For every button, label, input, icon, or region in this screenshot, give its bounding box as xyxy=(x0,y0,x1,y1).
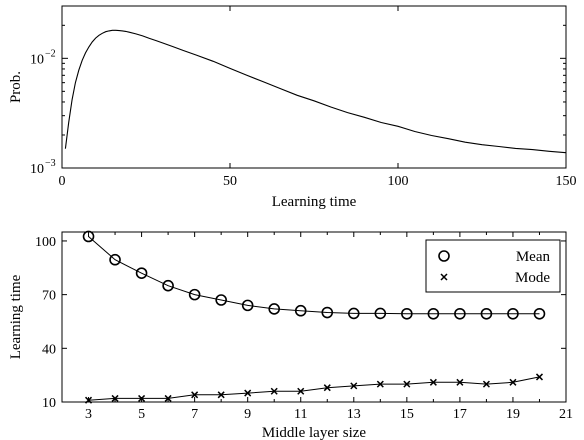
mode-point xyxy=(535,373,544,381)
mean-point xyxy=(454,307,466,320)
x-tick-label: 100 xyxy=(388,174,409,189)
y-tick-base: 10 xyxy=(30,52,44,67)
mean-point xyxy=(82,230,95,243)
mode-point xyxy=(429,378,437,386)
mode-point xyxy=(482,380,490,388)
mean-point xyxy=(507,307,519,320)
x-tick-label: 9 xyxy=(244,407,251,422)
y-tick-label: 70 xyxy=(42,289,56,304)
x-tick-label: 17 xyxy=(453,407,467,422)
x-tick-label: 21 xyxy=(559,407,573,422)
mean-point xyxy=(427,307,440,320)
y-tick-label: 10 −3 xyxy=(30,158,56,177)
mode-point xyxy=(509,378,517,386)
mean-point xyxy=(480,307,493,320)
x-tick-label: 150 xyxy=(556,174,577,189)
mean-point xyxy=(162,279,174,292)
y-tick-label: 10 −2 xyxy=(30,48,56,67)
x-tick-label: 3 xyxy=(85,407,92,422)
mean-point xyxy=(215,294,227,306)
chart-learning-time-vs-layer-size: 3 5 7 9 11 13 15 17 19 21 10 40 70 100 Mean Mode Middle … xyxy=(8,230,573,440)
mean-point xyxy=(321,306,334,319)
x-tick-label: 7 xyxy=(191,407,198,422)
x-tick-label: 13 xyxy=(347,407,361,422)
y-axis-label: Learning time xyxy=(8,274,24,359)
legend-box xyxy=(425,239,561,293)
x-tick-label: 11 xyxy=(294,407,307,422)
legend: Mean Mode xyxy=(425,239,561,293)
mean-point xyxy=(401,307,413,320)
legend-label-mode: Mode xyxy=(515,270,550,286)
x-tick-label: 50 xyxy=(223,174,237,189)
mode-point xyxy=(376,380,384,388)
mode-point xyxy=(403,380,411,388)
y-tick-label: 40 xyxy=(42,342,56,357)
x-tick-label: 0 xyxy=(59,174,66,189)
mode-point xyxy=(297,387,305,395)
mean-point xyxy=(268,303,281,315)
x-tick-label: 15 xyxy=(400,407,414,422)
mean-point xyxy=(188,288,201,301)
mode-point xyxy=(164,394,172,402)
legend-marker-x xyxy=(440,273,448,281)
y-tick-exponent: −2 xyxy=(45,48,56,59)
mean-point xyxy=(109,253,121,266)
mode-point xyxy=(456,378,464,386)
plot-frame xyxy=(61,5,567,169)
mode-point xyxy=(111,394,119,402)
x-axis-label: Learning time xyxy=(272,194,357,210)
y-tick-base: 10 xyxy=(30,162,44,177)
plot-frame xyxy=(61,231,567,403)
legend-marker-circle xyxy=(438,250,450,262)
mode-point xyxy=(191,391,199,399)
mode-point xyxy=(217,391,225,399)
y-axis-label: Prob. xyxy=(8,71,24,103)
mode-point xyxy=(350,382,358,390)
mean-point xyxy=(241,299,254,312)
probability-line xyxy=(64,29,567,154)
y-tick-label: 10 xyxy=(42,396,56,411)
x-axis-label: Middle layer size xyxy=(262,425,366,440)
mode-point xyxy=(244,389,252,397)
y-tick-exponent: −3 xyxy=(45,158,56,169)
mean-point xyxy=(347,307,360,320)
mode-point xyxy=(138,394,146,402)
x-tick-label: 5 xyxy=(138,407,145,422)
mode-point xyxy=(84,396,93,404)
series-line-mode xyxy=(88,376,540,401)
mode-point xyxy=(270,387,278,395)
x-tick-label: 19 xyxy=(506,407,520,422)
legend-label-mean: Mean xyxy=(516,249,551,265)
mean-point xyxy=(533,307,546,320)
mean-point xyxy=(374,307,387,320)
mode-point xyxy=(323,384,331,392)
mean-point xyxy=(294,304,307,317)
mean-point xyxy=(135,267,148,279)
y-tick-label: 100 xyxy=(35,235,56,250)
